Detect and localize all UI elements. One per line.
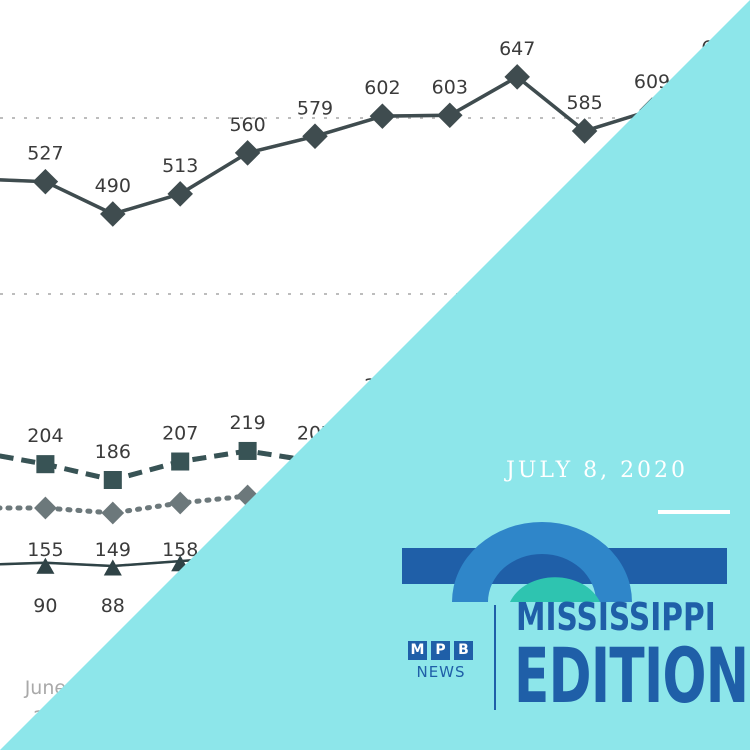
data-label: 219 [229, 412, 265, 434]
series-point [171, 452, 190, 471]
series-point [103, 471, 122, 489]
series-point [571, 118, 598, 144]
series-point [103, 471, 122, 489]
data-label: 155 [27, 539, 63, 561]
series-point [36, 557, 55, 574]
series-point [504, 64, 530, 90]
logo-arch-outer [452, 522, 632, 602]
series-point [34, 496, 57, 520]
data-label: 88 [101, 595, 125, 617]
series-line [0, 74, 721, 216]
data-label: 560 [229, 114, 265, 136]
data-label: 513 [162, 155, 198, 177]
mpb-news-text: NEWS [416, 663, 466, 681]
logo-arch-inner [510, 577, 600, 602]
series-point [103, 559, 122, 576]
series-point [36, 455, 55, 474]
mpb-news-logo: M P B NEWS [406, 641, 476, 681]
series-point [437, 102, 463, 129]
series-point [36, 557, 55, 574]
series-point [302, 123, 328, 149]
series-point [571, 118, 598, 144]
data-label: 186 [95, 441, 131, 463]
series-point [238, 441, 257, 460]
mpb-letter: M [408, 641, 427, 660]
data-label: 90 [33, 595, 57, 617]
logo-cover-shapes [402, 522, 727, 602]
series-line [0, 74, 721, 216]
data-label: 609 [634, 71, 670, 93]
series-point [36, 455, 55, 474]
series-point [504, 64, 530, 90]
data-label: 204 [27, 425, 63, 447]
series-point [167, 181, 193, 207]
data-label: 585 [566, 92, 602, 114]
data-label: 490 [95, 175, 131, 197]
mississippi-edition-logo: M P B NEWS MISSISSIPPI EDITION [400, 545, 749, 720]
series-point [302, 123, 328, 149]
series-point [369, 103, 396, 129]
data-label: 527 [27, 143, 63, 165]
date-underline [658, 510, 730, 514]
logo-divider [494, 605, 496, 710]
series-point [100, 201, 126, 227]
data-label: 603 [432, 76, 468, 98]
series-point [168, 491, 192, 515]
data-label: 158 [162, 539, 198, 561]
program-title-line1: MISSISSIPPI [516, 595, 716, 639]
x-tick-month: June [24, 677, 66, 699]
series-point [101, 501, 125, 525]
data-label: 579 [297, 97, 333, 119]
series-point [103, 559, 122, 576]
series-point [437, 102, 463, 129]
data-label: 647 [499, 38, 535, 60]
mpb-letter: P [431, 641, 450, 660]
data-label: 602 [364, 77, 400, 99]
program-title-line2: EDITION [514, 631, 749, 720]
date-label: JULY 8, 2020 [506, 458, 689, 483]
data-label: 149 [95, 539, 131, 561]
series-point [234, 140, 261, 166]
series-point [238, 441, 257, 460]
series-point [32, 168, 59, 195]
mpb-letter: B [454, 641, 473, 660]
series-point [369, 103, 396, 129]
series-point [171, 452, 190, 471]
series-point [101, 501, 125, 525]
data-label: 207 [162, 423, 198, 445]
